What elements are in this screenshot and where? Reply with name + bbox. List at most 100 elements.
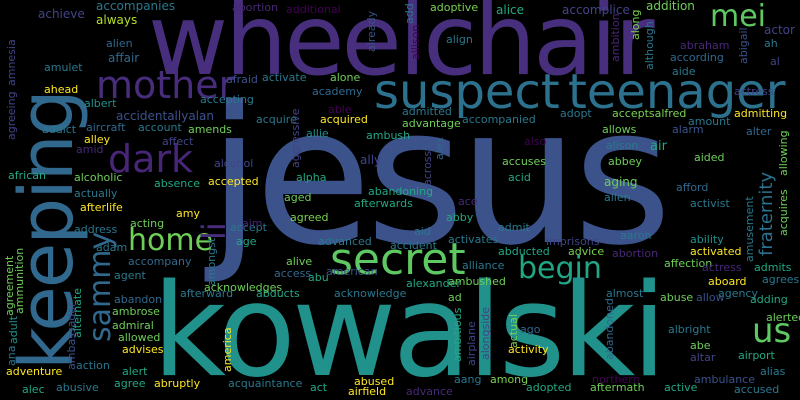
word: america <box>221 327 234 372</box>
word: admitted <box>402 105 452 118</box>
word: agency <box>718 287 759 300</box>
word: align <box>446 33 473 46</box>
word: account <box>138 121 182 134</box>
word: abbey <box>608 155 642 168</box>
word: afraid <box>226 73 258 86</box>
word: accident <box>390 239 437 252</box>
word: although <box>643 21 656 70</box>
word: act <box>310 381 328 394</box>
word: alpha <box>296 171 327 184</box>
word: aggressive <box>289 108 302 168</box>
word: admits <box>754 261 792 274</box>
word: admiral <box>112 319 154 332</box>
word: ambition <box>609 13 622 62</box>
word: advises <box>122 343 164 356</box>
word: ambitious <box>451 307 464 362</box>
word: alive <box>286 255 313 268</box>
word: acquires <box>777 189 790 236</box>
word: abortion <box>232 1 279 14</box>
word: afterwards <box>354 197 413 210</box>
word: amid <box>76 143 104 156</box>
word: always <box>96 13 138 27</box>
word: alexander <box>406 277 461 290</box>
word: agrees <box>762 273 800 286</box>
word: abruptly <box>154 377 201 390</box>
word: amulet <box>44 61 83 74</box>
word: amusement <box>743 196 756 262</box>
word: african <box>8 169 46 182</box>
word: acceptsalfred <box>612 107 687 120</box>
word: aim <box>242 217 263 230</box>
word: activated <box>690 245 742 258</box>
word: actually <box>74 187 118 200</box>
word: also <box>524 135 547 148</box>
word: agreeing <box>5 91 18 140</box>
word: alcohol <box>214 157 254 170</box>
word: advance <box>406 385 453 398</box>
word: accepted <box>208 175 259 188</box>
word: abigail <box>737 27 750 64</box>
word: along <box>629 9 642 40</box>
word: age <box>236 235 257 248</box>
word-secret: secret <box>330 234 466 285</box>
word: allowing <box>777 130 790 176</box>
word: aging <box>604 175 638 189</box>
word: activate <box>262 71 307 84</box>
word: alec <box>22 383 45 396</box>
word: allow <box>696 291 725 304</box>
word: actor <box>764 23 795 37</box>
word: activates <box>448 233 499 246</box>
word: allie <box>306 127 329 140</box>
word: absence <box>154 177 201 190</box>
word: altar <box>690 351 716 364</box>
word: almost <box>606 287 644 300</box>
word: al <box>770 55 780 68</box>
word: alter <box>746 125 772 138</box>
word: advice <box>568 245 605 258</box>
word: american <box>326 265 378 278</box>
word: abuse <box>660 291 694 304</box>
word: activity <box>508 343 549 356</box>
word: airplane <box>465 321 478 366</box>
word: alone <box>330 71 361 84</box>
word: adult <box>7 315 20 344</box>
word: aged <box>284 191 312 204</box>
word: acid <box>508 171 531 184</box>
word-mei: mei <box>710 0 767 34</box>
word: acknowledge <box>334 287 407 300</box>
word: aftermath <box>590 381 645 394</box>
word: addict <box>42 123 77 136</box>
word: ahead <box>44 83 79 96</box>
word: adoptive <box>430 1 479 14</box>
word: allen <box>604 191 631 204</box>
word: ambush <box>366 129 411 142</box>
word: acquaintance <box>228 377 303 390</box>
word: alcoholic <box>74 171 123 184</box>
word: admit <box>498 221 530 234</box>
word: ace <box>458 195 478 208</box>
word: abortion <box>612 247 659 260</box>
word: admitting <box>734 107 788 120</box>
word: agent <box>114 269 146 282</box>
word: ambulance <box>694 373 755 386</box>
word: airfield <box>348 385 387 398</box>
word: adam <box>96 241 128 254</box>
word-wheelchair: wheelchair <box>148 0 655 98</box>
word: airport <box>738 349 775 362</box>
word: affect <box>162 135 194 148</box>
word: adventure <box>6 365 63 378</box>
word: alice <box>496 3 525 17</box>
word: agree <box>114 377 146 390</box>
word: agreed <box>290 211 329 224</box>
word: accompanied <box>462 113 536 126</box>
word-jesus: jesus <box>208 66 672 287</box>
word: alongside <box>479 306 492 360</box>
word: ambrose <box>112 305 160 318</box>
word: accomplice <box>562 3 630 17</box>
word: air <box>650 139 667 154</box>
word: abu <box>308 271 329 284</box>
word: alien <box>106 37 133 50</box>
word: among <box>490 373 529 386</box>
word: accuses <box>502 155 547 168</box>
